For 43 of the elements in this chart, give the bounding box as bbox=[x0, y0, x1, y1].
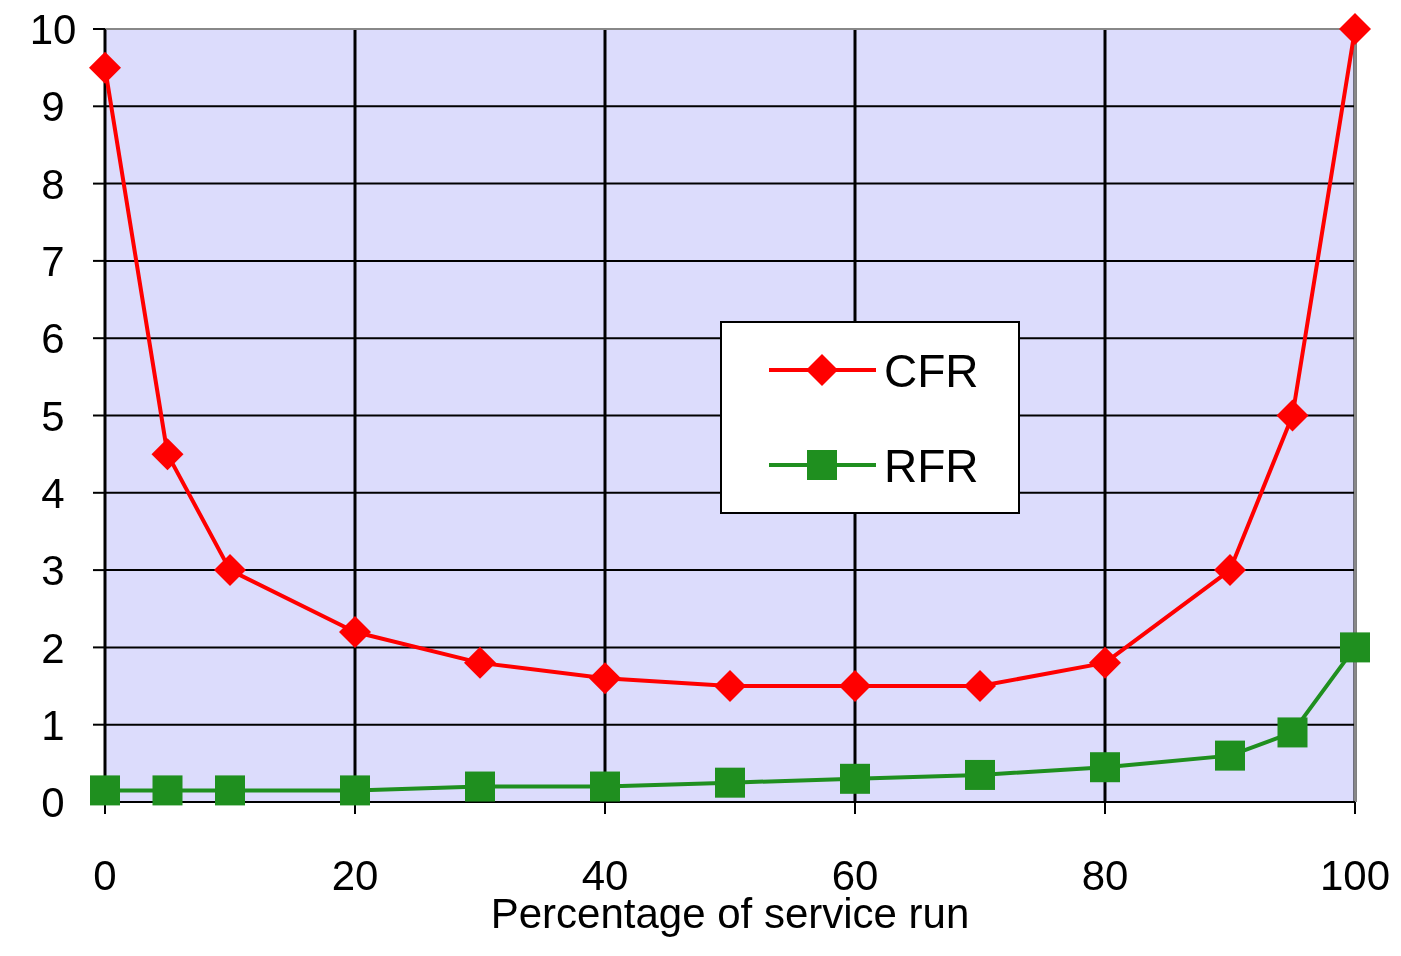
y-tick-label: 8 bbox=[41, 160, 65, 208]
point bbox=[839, 670, 871, 703]
y-tick-label: 10 bbox=[29, 6, 77, 54]
point bbox=[590, 771, 620, 802]
point bbox=[339, 615, 371, 648]
point bbox=[1215, 740, 1245, 771]
point bbox=[215, 775, 245, 806]
legend-label: CFR bbox=[884, 344, 979, 397]
x-tick-label: 20 bbox=[331, 852, 379, 899]
point bbox=[715, 767, 745, 798]
point bbox=[90, 775, 120, 806]
point bbox=[152, 775, 183, 806]
point bbox=[1089, 646, 1121, 679]
y-tick-label: 2 bbox=[41, 624, 65, 672]
point bbox=[964, 670, 996, 703]
point bbox=[1340, 632, 1370, 663]
point bbox=[465, 771, 495, 802]
point bbox=[1090, 752, 1120, 783]
point bbox=[965, 759, 995, 790]
point bbox=[1339, 13, 1371, 45]
x-tick-label: 0 bbox=[93, 852, 117, 899]
y-tick-label: 1 bbox=[41, 701, 65, 749]
x-tick-label: 100 bbox=[1319, 852, 1391, 899]
x-tick-label: 80 bbox=[1081, 852, 1129, 899]
point bbox=[1276, 399, 1309, 432]
point bbox=[1214, 554, 1246, 587]
point bbox=[1277, 717, 1308, 748]
y-tick-label: 9 bbox=[41, 83, 65, 131]
point bbox=[89, 51, 121, 84]
point bbox=[589, 662, 621, 695]
point bbox=[214, 554, 246, 587]
y-tick-label: 4 bbox=[41, 469, 65, 517]
point bbox=[840, 763, 870, 794]
y-tick-label: 0 bbox=[41, 779, 65, 827]
y-tick-label: 5 bbox=[41, 392, 65, 440]
point bbox=[340, 775, 370, 806]
y-tick-label: 6 bbox=[41, 315, 65, 363]
point bbox=[151, 438, 184, 471]
point bbox=[464, 646, 496, 679]
legend-label: RFR bbox=[884, 439, 979, 492]
y-tick-label: 3 bbox=[41, 547, 65, 595]
y-tick-label: 7 bbox=[41, 238, 65, 286]
point bbox=[714, 670, 746, 703]
